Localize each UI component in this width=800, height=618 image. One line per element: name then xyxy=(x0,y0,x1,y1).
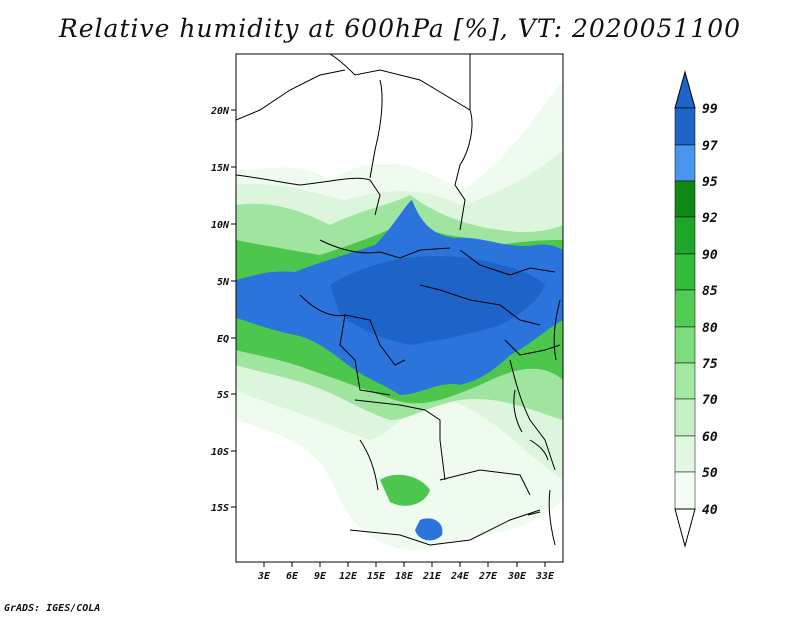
lon-label: 27E xyxy=(478,571,498,582)
lat-label: 5S xyxy=(217,390,229,401)
grads-credit: GrADS: IGES/COLA xyxy=(4,603,101,614)
map-title: Relative humidity at 600hPa [%], VT: 202… xyxy=(58,14,742,43)
humidity-patch-south-2 xyxy=(415,518,443,541)
lat-labels: 20N 15N 10N 5N EQ 5S 10S 15S xyxy=(210,106,230,514)
lat-label: 15N xyxy=(211,163,230,174)
lon-labels: 3E 6E 9E 12E 15E 18E 21E 24E 27E 30E 33E xyxy=(257,571,555,582)
colorbar-top-arrow xyxy=(674,70,696,109)
lon-label: 12E xyxy=(339,571,358,582)
colorbar-bottom-arrow xyxy=(674,508,696,548)
colorbar-segment xyxy=(674,144,696,182)
colorbar-label: 92 xyxy=(702,211,718,226)
colorbar-segment xyxy=(674,253,696,291)
lat-label: 10S xyxy=(211,447,229,458)
colorbar-label: 85 xyxy=(702,284,718,299)
map-frame xyxy=(235,53,564,563)
map-plot xyxy=(236,54,563,562)
country-borders xyxy=(236,54,561,546)
lat-axis xyxy=(231,109,236,508)
lon-label: 21E xyxy=(422,571,442,582)
lat-label: 15S xyxy=(211,503,229,514)
lon-label: 30E xyxy=(507,571,527,582)
colorbar-label: 99 xyxy=(702,102,718,117)
colorbar: 99 97 95 92 90 85 80 75 70 60 50 40 xyxy=(674,70,718,548)
colorbar-segment xyxy=(674,398,696,437)
lat-label: 5N xyxy=(217,277,230,288)
colorbar-segment xyxy=(674,180,696,218)
lon-label: 18E xyxy=(395,571,414,582)
colorbar-label: 70 xyxy=(702,393,718,408)
colorbar-label: 97 xyxy=(702,139,718,154)
humidity-field-97 xyxy=(330,256,545,345)
colorbar-label: 60 xyxy=(702,430,718,445)
lon-label: 3E xyxy=(257,571,271,582)
colorbar-label: 50 xyxy=(702,466,718,481)
lon-label: 24E xyxy=(450,571,470,582)
lon-label: 6E xyxy=(286,571,299,582)
colorbar-segment xyxy=(674,289,696,328)
lon-label: 33E xyxy=(535,571,555,582)
lat-label: 10N xyxy=(211,220,230,231)
lon-label: 9E xyxy=(314,571,327,582)
colorbar-label: 95 xyxy=(702,175,718,190)
lon-label: 15E xyxy=(367,571,386,582)
lakes xyxy=(513,389,549,516)
lat-label: 20N xyxy=(210,106,230,117)
colorbar-label: 90 xyxy=(702,248,718,263)
colorbar-label: 75 xyxy=(702,357,718,372)
colorbar-segment xyxy=(674,326,696,364)
colorbar-label: 40 xyxy=(702,503,718,518)
colorbar-segment xyxy=(674,216,696,255)
lat-label: EQ xyxy=(217,334,229,345)
colorbar-segment xyxy=(674,107,696,146)
colorbar-segment xyxy=(674,435,696,473)
colorbar-segment xyxy=(674,471,696,510)
lon-axis xyxy=(263,562,546,567)
humidity-patch-south xyxy=(380,474,430,506)
colorbar-segment xyxy=(674,362,696,400)
colorbar-label: 80 xyxy=(702,321,718,336)
